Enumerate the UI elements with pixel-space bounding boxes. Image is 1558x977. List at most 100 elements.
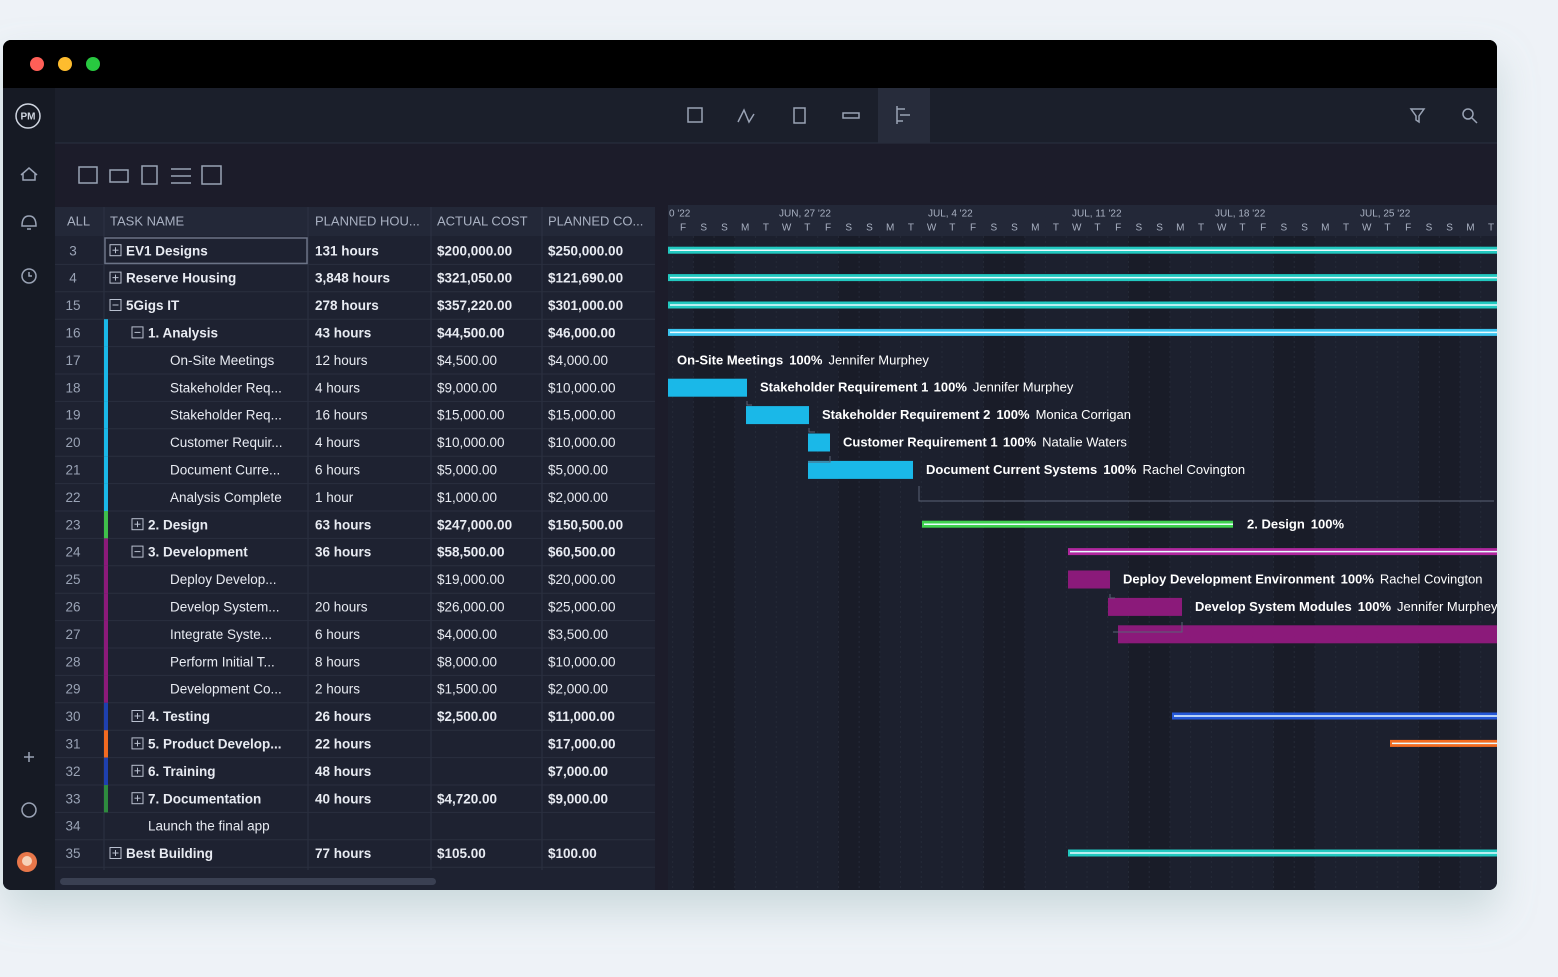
dashboard-icon[interactable] xyxy=(737,108,755,124)
column-header: PLANNED CO... xyxy=(548,213,643,228)
group-color-bar xyxy=(104,593,108,621)
day-letter: M xyxy=(1321,223,1329,234)
expand-toggle[interactable] xyxy=(109,271,122,284)
task-bar[interactable] xyxy=(808,460,913,479)
weekend-shade xyxy=(1294,236,1315,890)
day-letter: S xyxy=(866,223,873,234)
bar-label-assignee: Jennifer Murphey xyxy=(1397,599,1498,614)
bar-label: Stakeholder Requirement 2 100% Monica Corr… xyxy=(822,408,1131,423)
week-label: JUN, 27 '22 xyxy=(779,209,831,220)
row-number: 23 xyxy=(65,517,80,532)
cell: 48 hours xyxy=(315,764,371,779)
group-color-bar xyxy=(104,702,108,731)
task-bar[interactable] xyxy=(1118,625,1497,644)
weekend-shade xyxy=(1439,236,1460,890)
table-icon[interactable] xyxy=(201,165,222,185)
scrollbar[interactable] xyxy=(60,878,436,885)
weekend-shade xyxy=(693,236,715,890)
row-number: 18 xyxy=(65,380,80,395)
cell: $4,500.00 xyxy=(437,353,497,368)
expand-toggle[interactable] xyxy=(131,545,144,558)
print-icon[interactable] xyxy=(109,169,129,183)
close-button[interactable] xyxy=(30,57,44,71)
day-letter: W xyxy=(927,223,937,234)
add-icon[interactable] xyxy=(24,752,34,762)
gantt-area xyxy=(668,205,1497,890)
day-letter: M xyxy=(1176,223,1184,234)
group-color-bar xyxy=(104,565,108,594)
settings-icon[interactable] xyxy=(171,168,191,184)
day-letter: S xyxy=(1281,223,1288,234)
cell: $4,000.00 xyxy=(437,627,497,642)
filter-icon[interactable] xyxy=(1409,108,1426,124)
bar-label-progress: 100% xyxy=(1103,462,1137,477)
bar-label-task: Customer Requirement 1 xyxy=(843,435,997,450)
day-letter: S xyxy=(1301,223,1308,234)
day-letter: M xyxy=(1031,223,1039,234)
cell: $58,500.00 xyxy=(437,545,505,560)
cell: $10,000.00 xyxy=(548,380,616,395)
logo[interactable] xyxy=(15,103,41,129)
list-icon[interactable] xyxy=(842,112,860,119)
group-color-bar xyxy=(104,456,108,484)
cell: 7. Documentation xyxy=(148,791,261,806)
cell: $10,000.00 xyxy=(548,435,616,450)
week-label: JUL, 25 '22 xyxy=(1360,209,1411,220)
zoom-button[interactable] xyxy=(86,57,100,71)
expand-toggle[interactable] xyxy=(109,299,122,311)
help-icon[interactable] xyxy=(21,802,37,818)
sidebar xyxy=(3,88,55,890)
day-letter: T xyxy=(804,223,810,234)
cell: $44,500.00 xyxy=(437,325,505,340)
row-number: 32 xyxy=(65,764,80,779)
home-icon[interactable] xyxy=(20,167,38,181)
cell: $10,000.00 xyxy=(437,435,505,450)
expand-toggle[interactable] xyxy=(109,847,122,859)
expand-toggle[interactable] xyxy=(131,764,144,777)
expand-toggle[interactable] xyxy=(109,244,122,257)
expand-toggle[interactable] xyxy=(131,326,144,339)
dependency-line xyxy=(1109,594,1115,599)
cell: 5Gigs IT xyxy=(126,298,180,313)
board-icon[interactable] xyxy=(793,107,806,124)
view-icon[interactable] xyxy=(687,107,703,123)
column-header: TASK NAME xyxy=(110,213,184,228)
expand-toggle[interactable] xyxy=(131,710,144,722)
expand-toggle[interactable] xyxy=(131,737,144,750)
weekend-shade xyxy=(714,236,735,890)
open-icon[interactable] xyxy=(78,166,98,184)
cell: 43 hours xyxy=(315,325,371,340)
search-icon[interactable] xyxy=(1462,108,1474,120)
row-number: 31 xyxy=(65,736,80,751)
column-header: ACTUAL COST xyxy=(437,213,528,228)
task-bar[interactable] xyxy=(1068,570,1110,589)
cell: Document Curre... xyxy=(170,462,280,477)
bar-label-task: Stakeholder Requirement 2 xyxy=(822,408,990,423)
day-letter: S xyxy=(1011,223,1018,234)
group-color-bar xyxy=(104,428,108,457)
cell: 2 hours xyxy=(315,682,360,697)
dependency-line xyxy=(918,486,1494,502)
minimize-button[interactable] xyxy=(58,57,72,71)
columns-icon[interactable] xyxy=(141,165,158,185)
task-bar[interactable] xyxy=(808,433,830,452)
expand-toggle[interactable] xyxy=(131,518,144,531)
task-bar[interactable] xyxy=(746,406,809,425)
cell: Perform Initial T... xyxy=(170,654,275,669)
row-number: 29 xyxy=(65,682,80,697)
expand-toggle[interactable] xyxy=(131,792,144,805)
cell: 1 hour xyxy=(315,490,354,505)
task-bar[interactable] xyxy=(1108,597,1182,616)
cell: $301,000.00 xyxy=(548,298,623,313)
bar-label: Deploy Development Environment 100% Rachel… xyxy=(1123,572,1483,587)
task-bar[interactable] xyxy=(668,378,747,397)
history-icon[interactable] xyxy=(21,268,37,284)
notifications-icon[interactable] xyxy=(21,215,37,230)
row-number: 3 xyxy=(69,243,77,258)
dependency-line xyxy=(808,456,831,463)
day-letter: S xyxy=(1156,223,1163,234)
row-number: 26 xyxy=(65,599,80,614)
cell: $5,000.00 xyxy=(437,462,497,477)
day-letter: T xyxy=(949,223,955,234)
